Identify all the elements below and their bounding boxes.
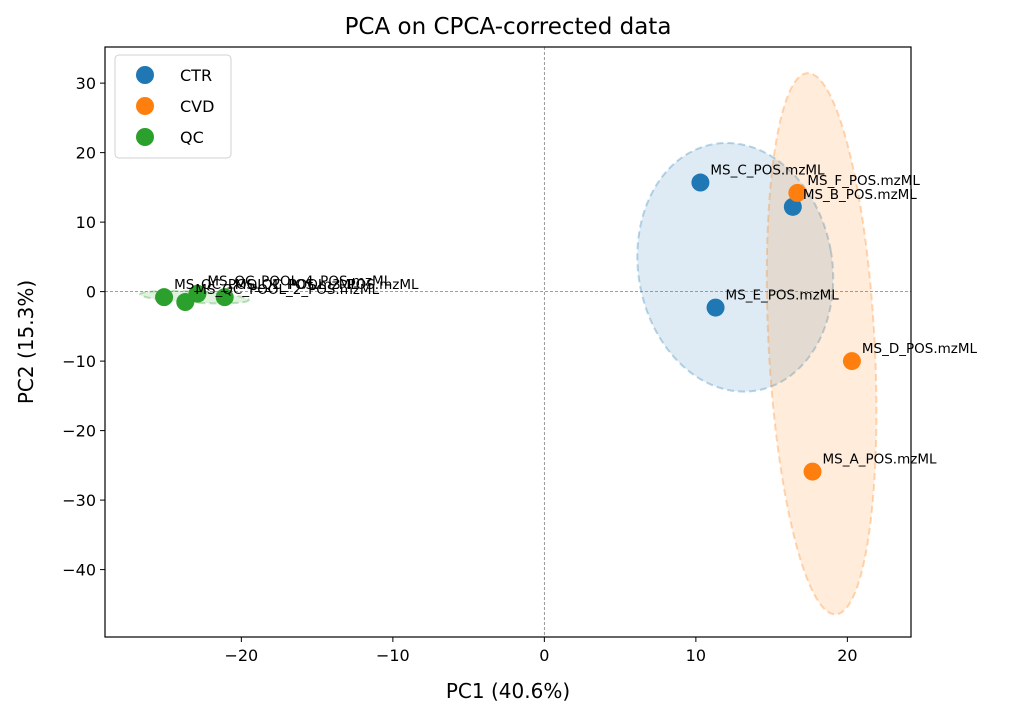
x-tick-label: 10 — [686, 646, 706, 665]
y-tick-label: −20 — [62, 422, 96, 441]
x-tick-label: −10 — [376, 646, 410, 665]
point-labels: MS_C_POS.mzML MS_B_POS.mzML MS_E_POS.mzML M… — [174, 163, 977, 468]
x-tick-label: −20 — [224, 646, 258, 665]
y-tick-label: 20 — [76, 144, 96, 163]
point-label: MS_QC_POOL_2_POS.mzML — [195, 282, 379, 298]
plot-frame — [104, 46, 912, 638]
cvd-point — [842, 352, 861, 371]
y-tick-label: −40 — [62, 561, 96, 580]
chart-title: PCA on CPCA-corrected data — [345, 14, 672, 40]
cvd-point — [803, 462, 822, 481]
point-label: MS_QC_POOL_1_POS.mzML — [174, 277, 358, 293]
x-tick-label: 20 — [837, 646, 857, 665]
y-tick-label: −10 — [62, 352, 96, 371]
ctr-point — [706, 298, 725, 317]
ctr-point — [783, 197, 802, 216]
legend-marker-qc — [136, 128, 154, 146]
reference-lines — [105, 47, 911, 637]
point-label: MS_D_POS.mzML — [862, 341, 978, 357]
y-tick-label: 0 — [86, 283, 96, 302]
x-axis-title: PC1 (40.6%) — [446, 679, 570, 703]
ctr-point — [691, 173, 710, 192]
legend-marker-cvd — [136, 97, 154, 115]
point-label: MS_C_POS.mzML — [710, 163, 825, 179]
qc-point — [188, 284, 207, 303]
point-label: MS_B_POS.mzML — [803, 187, 917, 203]
point-label: MS_A_POS.mzML — [823, 452, 937, 468]
y-tick-label: −30 — [62, 491, 96, 510]
legend-label-ctr: CTR — [180, 66, 212, 85]
confidence-ellipses — [138, 72, 878, 616]
axis-ticks: −20 −10 0 10 20 −40 −30 −20 −10 0 10 20 30 — [62, 74, 857, 665]
qc-point — [155, 288, 174, 307]
y-tick-label: 10 — [76, 213, 96, 232]
point-label: MS_F_POS.mzML — [807, 173, 920, 189]
point-label: MS_QC_POOL_4_POS.mzML — [207, 274, 391, 290]
data-points — [155, 173, 861, 481]
legend: CTR CVD QC — [114, 54, 232, 159]
legend-marker-ctr — [136, 66, 154, 84]
x-tick-label: 0 — [539, 646, 549, 665]
legend-label-cvd: CVD — [180, 97, 214, 116]
y-tick-label: 30 — [76, 74, 96, 93]
cvd-point — [788, 183, 807, 202]
point-label: MS_E_POS.mzML — [726, 288, 840, 304]
point-label: MS_QC_POOL_3_POS.mzML — [235, 277, 419, 293]
qc-point — [215, 288, 234, 307]
y-axis-title: PC2 (15.3%) — [14, 280, 38, 404]
legend-label-qc: QC — [180, 128, 204, 147]
